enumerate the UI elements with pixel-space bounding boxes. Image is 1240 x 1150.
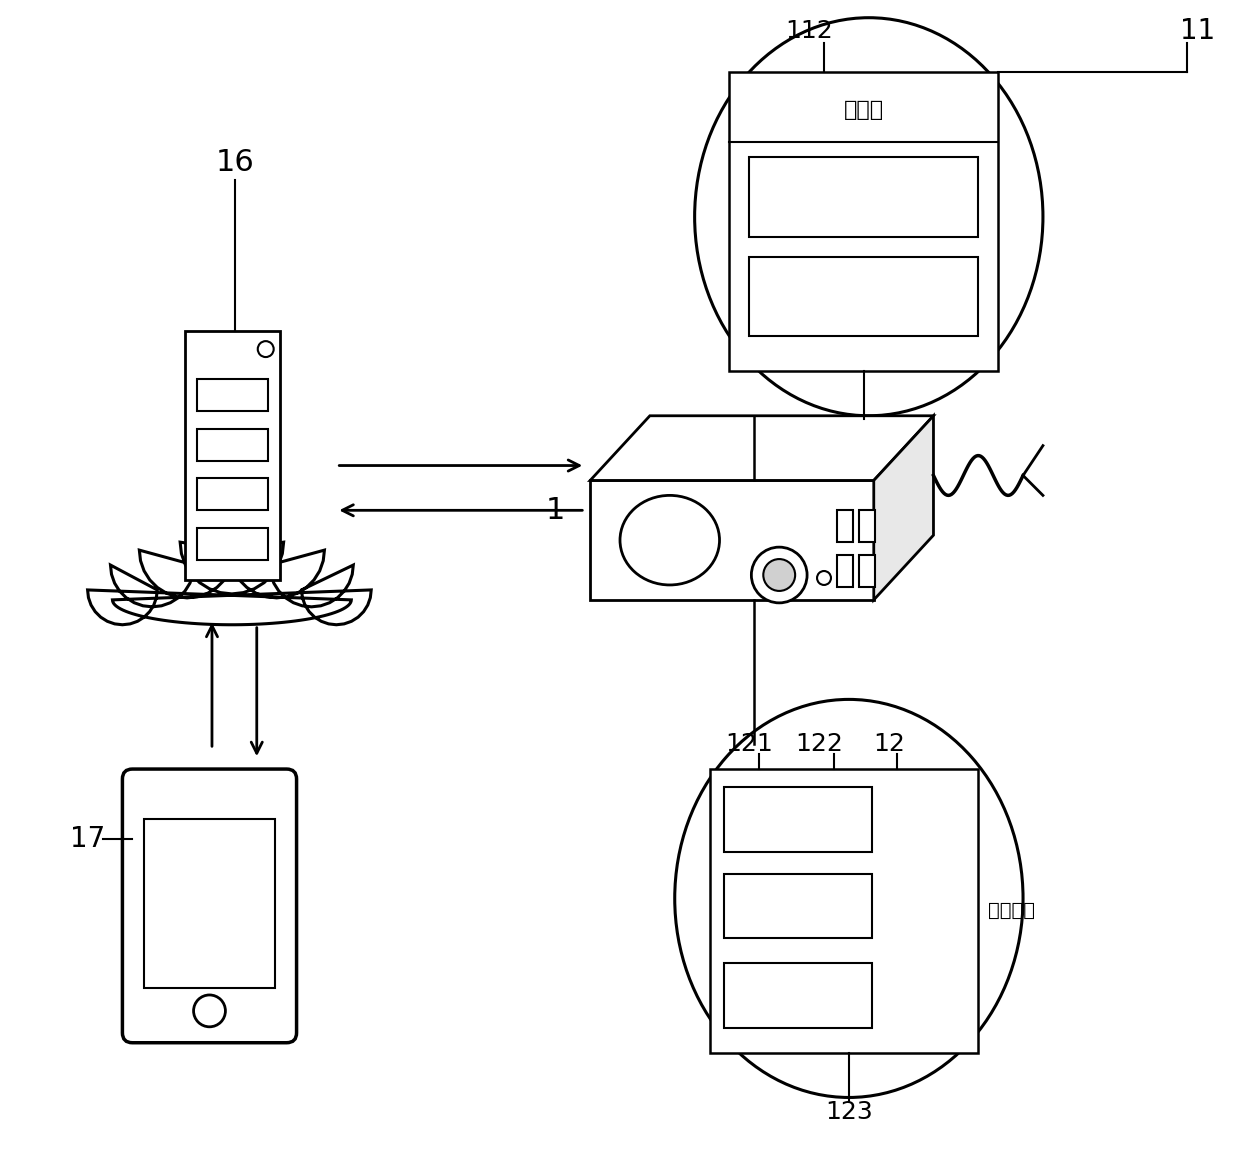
Polygon shape	[874, 416, 934, 600]
Text: 接口件: 接口件	[781, 810, 816, 829]
Bar	[724, 874, 872, 938]
Text: 17: 17	[69, 825, 105, 852]
Text: 处理器: 处理器	[781, 896, 816, 915]
Ellipse shape	[764, 559, 795, 591]
Bar	[724, 787, 872, 852]
Bar	[197, 478, 268, 511]
Circle shape	[751, 547, 807, 603]
Text: 自律控制装置: 自律控制装置	[826, 186, 901, 207]
Bar	[185, 331, 280, 580]
Bar	[197, 380, 268, 411]
Ellipse shape	[694, 17, 1043, 416]
Polygon shape	[88, 542, 371, 624]
Polygon shape	[590, 416, 934, 481]
Text: 11: 11	[1179, 16, 1215, 45]
Bar	[144, 819, 275, 988]
Text: 主控板: 主控板	[843, 100, 884, 121]
Text: 12: 12	[873, 733, 905, 757]
Text: 113: 113	[839, 423, 888, 447]
Text: 112: 112	[785, 18, 833, 43]
Bar	[749, 158, 978, 237]
Bar	[749, 256, 978, 336]
Text: 存储器: 存储器	[781, 986, 816, 1005]
FancyBboxPatch shape	[123, 769, 296, 1043]
Ellipse shape	[675, 699, 1023, 1097]
Bar	[724, 963, 872, 1028]
Text: 接口模块: 接口模块	[988, 902, 1035, 920]
Circle shape	[193, 995, 226, 1027]
Text: 123: 123	[825, 1101, 873, 1125]
Circle shape	[258, 342, 274, 356]
Text: 16: 16	[216, 147, 254, 176]
Bar	[197, 528, 268, 560]
Bar	[197, 429, 268, 460]
Bar	[729, 72, 998, 371]
Ellipse shape	[620, 496, 719, 585]
Text: 122: 122	[795, 733, 843, 757]
Bar	[590, 481, 874, 600]
Circle shape	[817, 572, 831, 585]
Text: 121: 121	[725, 733, 774, 757]
Bar	[709, 769, 978, 1052]
Text: 1: 1	[546, 496, 565, 524]
Bar	[859, 511, 874, 542]
Bar	[859, 555, 874, 586]
Text: 控制方案库: 控制方案库	[832, 286, 895, 306]
Bar	[837, 555, 853, 586]
Bar	[837, 511, 853, 542]
